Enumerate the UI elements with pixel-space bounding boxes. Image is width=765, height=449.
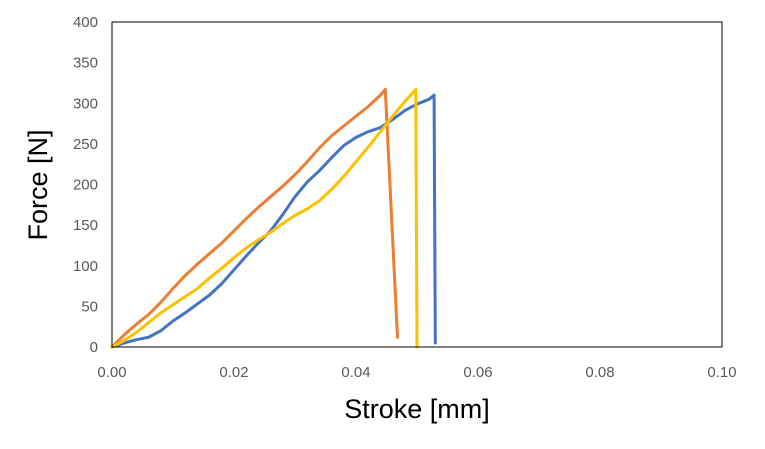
x-tick-label: 0.06 xyxy=(463,364,492,381)
series-line-3 xyxy=(110,87,419,349)
y-tick-label: 300 xyxy=(73,95,98,112)
y-tick-label: 100 xyxy=(73,258,98,275)
series-layer xyxy=(110,87,437,349)
y-tick-label: 350 xyxy=(73,55,98,72)
x-tick-label: 0.04 xyxy=(341,364,370,381)
series-line-2 xyxy=(110,87,399,349)
x-tick-label: 0.02 xyxy=(219,364,248,381)
y-tick-label: 150 xyxy=(73,217,98,234)
x-tick-label: 0.10 xyxy=(707,364,736,381)
x-tick-label: 0.08 xyxy=(585,364,614,381)
y-tick-label: 200 xyxy=(73,177,98,194)
x-tick-label: 0.00 xyxy=(97,364,126,381)
y-tick-labels: 0 50 100 150 200 250 300 350 400 xyxy=(73,14,98,356)
x-tick-labels: 0.00 0.02 0.04 0.06 0.08 0.10 xyxy=(97,364,736,381)
y-tick-label: 0 xyxy=(90,339,98,356)
y-tick-label: 50 xyxy=(81,298,98,315)
y-tick-label: 250 xyxy=(73,136,98,153)
x-axis-title: Stroke [mm] xyxy=(344,394,490,424)
y-tick-label: 400 xyxy=(73,14,98,31)
y-axis-title: Force [N] xyxy=(23,129,53,240)
plot-area-frame xyxy=(111,21,723,348)
series-line-1 xyxy=(110,93,437,349)
